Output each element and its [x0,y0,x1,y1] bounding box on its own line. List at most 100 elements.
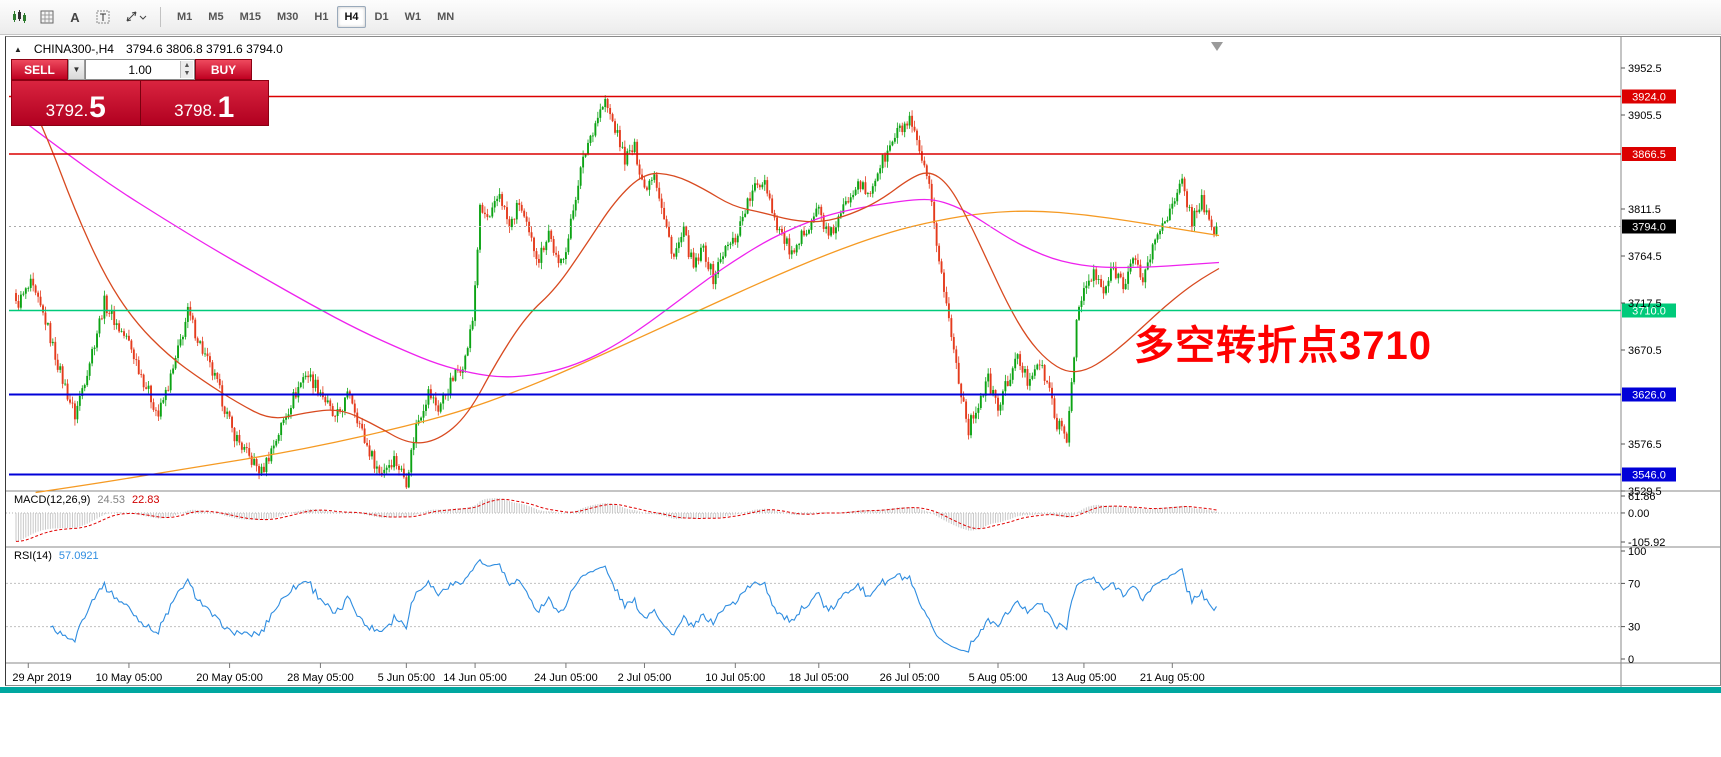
candle-body [88,363,91,376]
sell-price-button[interactable]: 3792. 5 [12,81,141,125]
candle-body [943,272,945,292]
candle-body [552,239,555,253]
candle-body [1181,178,1184,184]
candle-body [977,407,980,413]
candle-body [599,109,602,118]
candle-body [781,228,783,233]
candle-body [199,341,202,343]
chart-canvas[interactable]: 3924.0 3866.5 3710.0 3626.0 3546.0 3794.0 3952… [6,37,1721,687]
candle-body [1051,387,1053,399]
timeframe-m5[interactable]: M5 [201,6,230,28]
charts-style-button[interactable] [6,5,32,29]
candle-body [572,210,575,219]
candle-body [32,278,35,286]
candle-body [550,230,553,240]
candle-body [859,181,862,190]
timeframe-mn[interactable]: MN [430,6,461,28]
text-label-button[interactable]: A [62,5,88,29]
candle-body [736,235,739,243]
buy-button[interactable]: BUY [195,59,252,80]
candle-body [1203,195,1206,213]
svg-text:70: 70 [1628,578,1640,590]
candle-body [911,115,914,127]
candle-body [707,261,710,270]
candle-body [464,355,467,370]
text-box-button[interactable] [90,5,116,29]
candle-body [876,173,879,181]
candle-body [348,391,351,396]
time-axis-label: 28 May 05:00 [287,672,354,684]
timeframe-d1[interactable]: D1 [368,6,396,28]
candle-body [358,423,361,425]
candle-body [103,295,106,319]
timeframe-h4[interactable]: H4 [337,6,366,28]
candle-body [1163,221,1166,224]
buy-price-button[interactable]: 3798. 1 [140,81,268,125]
candle-body [260,466,263,474]
candle-body [952,337,955,350]
candle-body [1136,260,1139,265]
candle-body [196,338,199,343]
timeframe-m15[interactable]: M15 [233,6,268,28]
candle-body [722,256,724,260]
candle-body [621,146,624,148]
candle-body [1195,210,1198,213]
candle-body [898,125,901,128]
sell-button[interactable]: SELL [11,59,68,80]
candle-body [378,466,381,473]
timeframe-m1[interactable]: M1 [170,6,199,28]
candle-body [1127,271,1130,284]
candle-body [989,373,992,395]
ma-orange-line [35,210,1220,494]
candle-body [503,205,506,208]
candle-body [881,154,884,169]
timeframe-h1[interactable]: H1 [307,6,335,28]
candle-body [442,395,445,404]
svg-text:-105.92: -105.92 [1628,537,1665,549]
candle-body [46,323,49,325]
candle-body [54,341,57,360]
candle-body [790,250,793,255]
candle-body [933,201,936,224]
order-type-dropdown[interactable]: ▼ [68,59,85,80]
grid-button[interactable] [34,5,60,29]
candle-body [15,293,17,302]
candle-body [118,323,121,332]
svg-text:3905.5: 3905.5 [1628,110,1662,122]
candle-body [518,202,521,205]
candle-body [972,415,975,419]
candle-body [540,247,543,263]
candle-body [874,180,877,187]
candle-body [719,259,722,263]
candle-body [547,230,550,242]
svg-text:3811.5: 3811.5 [1628,204,1661,216]
volume-spinner[interactable]: ▲ ▼ [180,61,193,78]
timeframe-m30[interactable]: M30 [270,6,305,28]
candle-body [1095,269,1098,280]
candle-body [385,467,388,470]
candle-body [486,214,489,217]
candle-body [670,236,673,254]
macd-label: MACD(12,26,9) 24.53 22.83 [14,494,159,506]
candle-body [940,261,943,273]
candle-body [930,183,933,202]
candle-body [857,181,860,190]
candle-body [982,395,985,397]
candle-body [140,374,143,375]
candle-body [739,221,742,236]
timeframe-w1[interactable]: W1 [398,6,429,28]
candle-body [1173,201,1176,204]
volume-input[interactable]: 1.00 ▲ ▼ [85,59,195,80]
candle-body [680,236,683,243]
cursor-tool-button[interactable] [118,5,152,29]
candle-body [886,150,889,162]
candle-body [906,123,909,126]
svg-text:3717.5: 3717.5 [1628,298,1662,310]
collapse-triangle-icon[interactable]: ▲ [14,44,22,54]
candle-body [434,397,437,406]
candle-body [439,403,442,412]
candle-body [24,288,27,294]
candle-body [513,218,516,220]
chart-shift-marker-icon[interactable] [1211,42,1223,51]
